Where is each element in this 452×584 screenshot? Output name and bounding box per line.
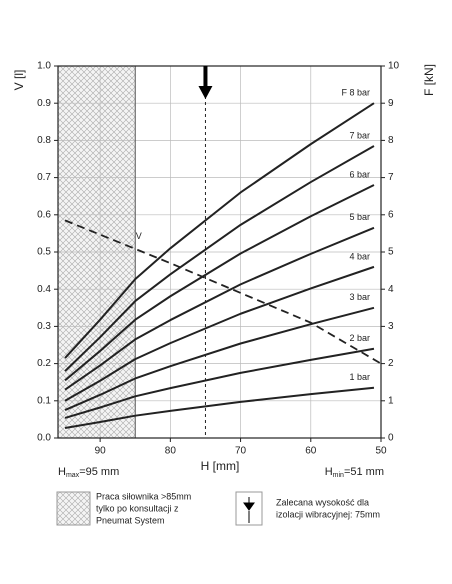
y2-tick-label: 7 bbox=[388, 172, 394, 183]
series-label: 3 bar bbox=[349, 292, 370, 302]
force-curve bbox=[64, 184, 375, 382]
series-label: 4 bar bbox=[349, 251, 370, 261]
hmin-label: Hmin=51 mm bbox=[325, 466, 384, 479]
force-curve bbox=[64, 226, 375, 391]
y2-axis-label: F [kN] bbox=[422, 64, 436, 96]
y-tick-label: 0.1 bbox=[37, 395, 51, 406]
y2-tick-label: 9 bbox=[388, 98, 394, 109]
hmin-sub: min bbox=[333, 472, 344, 479]
hmin-symbol: H bbox=[325, 466, 333, 478]
y-tick-label: 0.2 bbox=[37, 358, 51, 369]
recommended-arrow bbox=[198, 66, 213, 99]
series-label: F 8 bar bbox=[341, 88, 370, 98]
y-tick-label: 0.9 bbox=[37, 98, 51, 109]
series-label: 7 bar bbox=[349, 130, 370, 140]
hmax-text: =95 mm bbox=[79, 466, 119, 478]
y-tick-label: 0.5 bbox=[37, 247, 51, 258]
y2-tick-label: 5 bbox=[388, 247, 394, 258]
y2-tick-label: 3 bbox=[388, 321, 394, 332]
hmin-text: =51 mm bbox=[344, 466, 384, 478]
force-curve bbox=[64, 102, 375, 359]
hmax-sub: max bbox=[66, 472, 80, 479]
series-label: 2 bar bbox=[349, 333, 370, 343]
y2-tick-label: 1 bbox=[388, 395, 394, 406]
x-tick-label: 80 bbox=[165, 446, 177, 457]
x-tick-label: 60 bbox=[305, 446, 317, 457]
y-tick-label: 1.0 bbox=[37, 61, 51, 72]
force-curve bbox=[64, 145, 375, 372]
y-tick-label: 0.6 bbox=[37, 209, 51, 220]
volume-label: V bbox=[136, 231, 142, 241]
volume-curve bbox=[64, 219, 382, 365]
y-tick-label: 0.3 bbox=[37, 321, 51, 332]
series-label: 1 bar bbox=[349, 372, 370, 382]
y-tick-label: 0.0 bbox=[37, 433, 51, 444]
legend-text: tylko po konsultacji z bbox=[96, 503, 179, 513]
legend-hatch bbox=[56, 491, 91, 526]
series-label: 6 bar bbox=[349, 169, 370, 179]
x-tick-label: 50 bbox=[375, 446, 387, 457]
plot-frame bbox=[57, 65, 382, 439]
y-axis-label: V [l] bbox=[12, 70, 26, 91]
force-curve bbox=[64, 306, 375, 412]
y-tick-label: 0.8 bbox=[37, 135, 51, 146]
force-curve bbox=[64, 386, 375, 429]
legend-text: Pneumat System bbox=[96, 515, 165, 525]
force-curve bbox=[64, 347, 375, 419]
hmax-symbol: H bbox=[58, 466, 66, 478]
legend-text: Zalecana wysokość dla bbox=[276, 497, 369, 507]
y-tick-label: 0.7 bbox=[37, 172, 51, 183]
legend-arrow bbox=[243, 497, 255, 523]
y2-tick-label: 10 bbox=[388, 61, 400, 72]
y2-tick-label: 0 bbox=[388, 433, 394, 444]
legend-text: izolacji wibracyjnej: 75mm bbox=[276, 509, 380, 519]
y2-tick-label: 4 bbox=[388, 284, 394, 295]
x-tick-label: 90 bbox=[95, 446, 107, 457]
x-tick-label: 70 bbox=[235, 446, 247, 457]
hmax-label: Hmax=95 mm bbox=[58, 466, 119, 479]
y2-tick-label: 6 bbox=[388, 209, 394, 220]
x-axis-label: H [mm] bbox=[201, 459, 240, 473]
legend-text: Praca siłownika >85mm bbox=[96, 491, 191, 501]
legend-arrow-box bbox=[235, 491, 263, 526]
y2-tick-label: 2 bbox=[388, 358, 394, 369]
y-tick-label: 0.4 bbox=[37, 284, 51, 295]
force-curve bbox=[64, 265, 375, 402]
y2-tick-label: 8 bbox=[388, 135, 394, 146]
series-label: 5 bar bbox=[349, 212, 370, 222]
